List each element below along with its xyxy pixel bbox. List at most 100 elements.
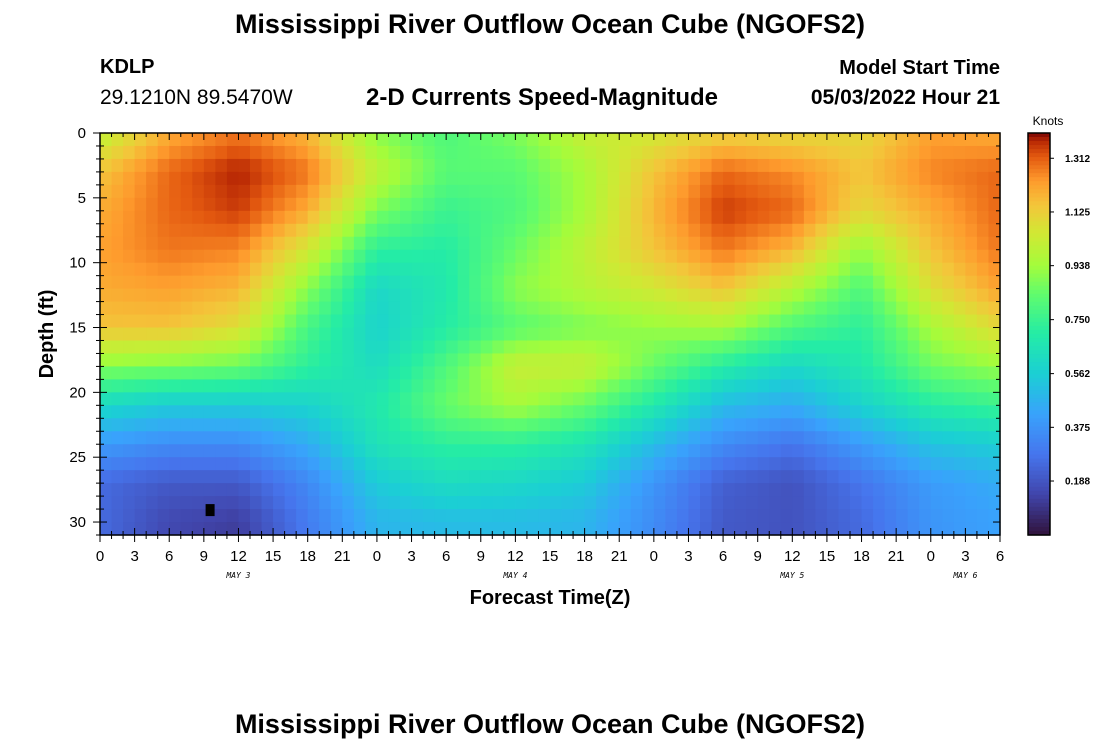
- heatmap-cell: [676, 288, 690, 303]
- heatmap-cell: [861, 197, 874, 212]
- heatmap-cell: [400, 171, 413, 186]
- heatmap-cell: [815, 392, 828, 406]
- heatmap-cell: [123, 197, 136, 212]
- heatmap-cell: [423, 210, 436, 225]
- heatmap-cell: [561, 145, 574, 160]
- heatmap-cell: [157, 405, 170, 419]
- heatmap-cell: [815, 288, 828, 303]
- heatmap-cell: [503, 496, 516, 510]
- heatmap-cell: [180, 379, 193, 393]
- heatmap-cell: [769, 262, 782, 277]
- heatmap-cell: [942, 418, 955, 432]
- heatmap-cell: [423, 158, 436, 173]
- heatmap-cell: [919, 236, 932, 251]
- heatmap-cell: [284, 522, 297, 536]
- x-tick-label: 9: [477, 548, 485, 565]
- heatmap-cell: [642, 483, 655, 497]
- heatmap-cell: [550, 470, 563, 484]
- heatmap-cell: [203, 184, 216, 199]
- heatmap-cell: [446, 457, 459, 471]
- heatmap-cell: [815, 145, 828, 160]
- heatmap-cell: [319, 210, 332, 225]
- heatmap-cell: [538, 145, 551, 160]
- heatmap-cell: [826, 522, 840, 536]
- heatmap-cell: [930, 236, 943, 251]
- heatmap-cell: [457, 405, 470, 419]
- heatmap-cell: [215, 288, 228, 303]
- heatmap-cell: [619, 249, 632, 264]
- colorbar-strip: [1028, 338, 1050, 343]
- heatmap-cell: [988, 379, 1001, 393]
- colorbar-strip: [1028, 217, 1050, 223]
- heatmap-cell: [780, 353, 793, 368]
- heatmap-cell: [111, 366, 124, 380]
- heatmap-cell: [157, 236, 170, 251]
- heatmap-cell: [342, 405, 355, 419]
- heatmap-cell: [365, 327, 378, 342]
- heatmap-cell: [411, 145, 424, 160]
- heatmap-cell: [850, 171, 863, 186]
- heatmap-cell: [538, 249, 551, 264]
- colorbar-strip: [1028, 133, 1050, 138]
- heatmap-cell: [319, 301, 332, 316]
- heatmap-cell: [273, 184, 286, 199]
- heatmap-cell: [273, 223, 286, 238]
- heatmap-cell: [238, 288, 251, 303]
- heatmap-cell: [607, 379, 620, 393]
- colorbar-strip: [1028, 233, 1050, 239]
- heatmap-cell: [203, 379, 216, 393]
- heatmap-cell: [596, 275, 609, 290]
- heatmap-cell: [665, 184, 678, 199]
- x-tick-label: 0: [373, 548, 381, 565]
- heatmap-cell: [746, 262, 759, 277]
- heatmap-cell: [573, 379, 586, 393]
- heatmap-cell: [607, 223, 620, 238]
- heatmap-cell: [815, 431, 828, 445]
- heatmap-cell: [550, 444, 563, 458]
- heatmap-cell: [388, 314, 401, 329]
- heatmap-cell: [446, 262, 459, 277]
- heatmap-cell: [826, 236, 840, 251]
- heatmap-cell: [919, 444, 932, 458]
- heatmap-cell: [988, 145, 1001, 160]
- heatmap-cell: [607, 301, 620, 316]
- heatmap-cell: [976, 249, 990, 264]
- heatmap-cell: [676, 249, 690, 264]
- heatmap-cell: [873, 314, 886, 329]
- heatmap-cell: [423, 262, 436, 277]
- heatmap-cell: [919, 210, 932, 225]
- heatmap-cell: [492, 145, 505, 160]
- heatmap-cell: [157, 275, 170, 290]
- heatmap-cell: [319, 366, 332, 380]
- heatmap-cell: [307, 483, 320, 497]
- heatmap-cell: [630, 379, 643, 393]
- heatmap-cell: [515, 496, 528, 510]
- heatmap-cell: [192, 197, 205, 212]
- heatmap-cell: [826, 470, 840, 484]
- heatmap-cell: [976, 145, 990, 160]
- heatmap-cell: [457, 522, 470, 536]
- heatmap-cell: [400, 158, 413, 173]
- colorbar-strip: [1028, 221, 1050, 227]
- heatmap-cell: [296, 223, 309, 238]
- heatmap-cell: [215, 236, 228, 251]
- heatmap-cell: [111, 379, 124, 393]
- heatmap-cell: [100, 197, 113, 212]
- heatmap-cell: [457, 197, 470, 212]
- heatmap-cell: [423, 314, 436, 329]
- heatmap-cell: [400, 236, 413, 251]
- heatmap-cell: [584, 236, 597, 251]
- heatmap-cell: [169, 262, 182, 277]
- heatmap-cell: [861, 171, 874, 186]
- heatmap-cell: [515, 509, 528, 523]
- heatmap-cell: [169, 171, 182, 186]
- heatmap-cell: [711, 470, 724, 484]
- heatmap-cell: [215, 223, 228, 238]
- x-tick-label: 12: [507, 548, 524, 565]
- heatmap-cell: [538, 470, 551, 484]
- heatmap-cell: [423, 223, 436, 238]
- heatmap-cell: [111, 496, 124, 510]
- heatmap-cell: [850, 431, 863, 445]
- heatmap-cell: [353, 197, 366, 212]
